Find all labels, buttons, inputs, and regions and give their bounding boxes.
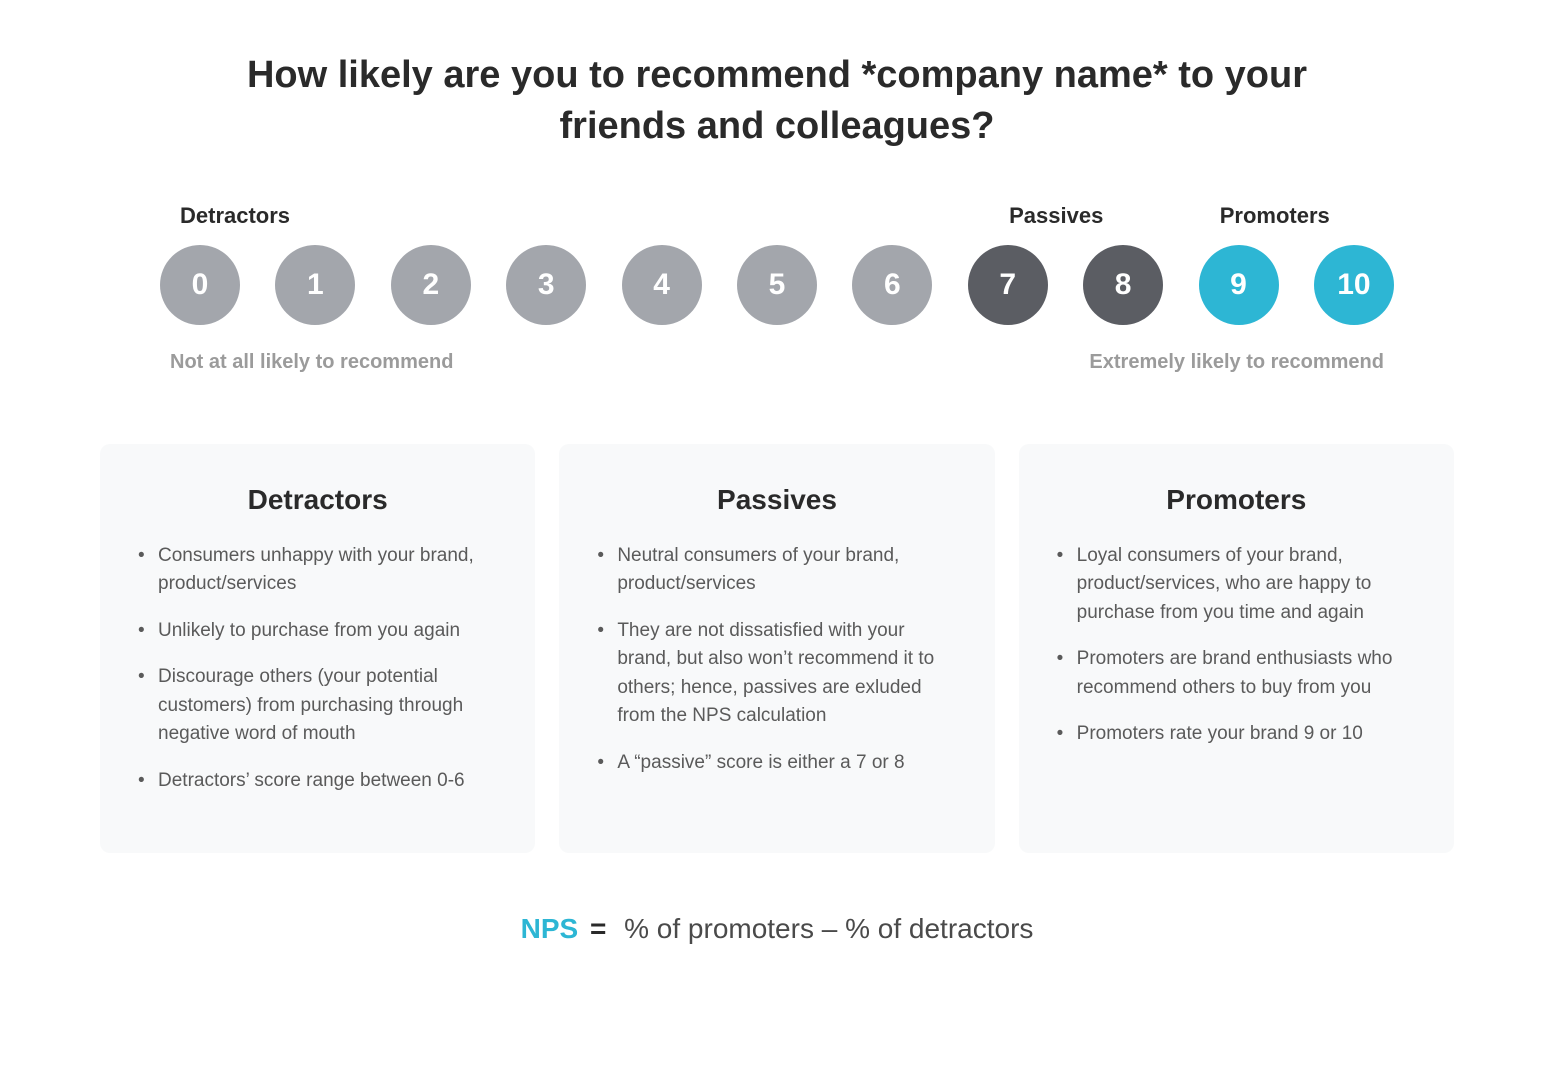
list-item: Unlikely to purchase from you again (136, 617, 499, 646)
card-detractors: Detractors Consumers unhappy with your b… (100, 444, 535, 854)
scale-circle-7[interactable]: 7 (968, 245, 1048, 325)
anchor-left: Not at all likely to recommend (170, 351, 453, 374)
scale-group-labels: Detractors Passives Promoters (160, 203, 1394, 229)
scale-circle-0[interactable]: 0 (160, 245, 240, 325)
list-item: Detractors’ score range between 0-6 (136, 767, 499, 796)
scale-circle-6[interactable]: 6 (852, 245, 932, 325)
card-promoters: Promoters Loyal consumers of your brand,… (1019, 444, 1454, 854)
label-detractors: Detractors (170, 203, 947, 229)
list-item: They are not dissatisfied with your bran… (595, 617, 958, 731)
card-detractors-title: Detractors (136, 484, 499, 516)
nps-scale: Detractors Passives Promoters 0123456789… (100, 203, 1454, 374)
card-passives: Passives Neutral consumers of your brand… (559, 444, 994, 854)
label-promoters: Promoters (1165, 203, 1384, 229)
anchor-right: Extremely likely to recommend (1089, 351, 1384, 374)
scale-circle-4[interactable]: 4 (622, 245, 702, 325)
card-passives-list: Neutral consumers of your brand, product… (595, 542, 958, 778)
list-item: A “passive” score is either a 7 or 8 (595, 749, 958, 778)
scale-circle-3[interactable]: 3 (506, 245, 586, 325)
list-item: Loyal consumers of your brand, product/s… (1055, 542, 1418, 628)
scale-circle-8[interactable]: 8 (1083, 245, 1163, 325)
page-title: How likely are you to recommend *company… (100, 50, 1454, 153)
cards-row: Detractors Consumers unhappy with your b… (100, 444, 1454, 854)
formula-nps-label: NPS (521, 913, 579, 944)
scale-anchors: Not at all likely to recommend Extremely… (160, 351, 1394, 374)
card-detractors-list: Consumers unhappy with your brand, produ… (136, 542, 499, 796)
card-passives-title: Passives (595, 484, 958, 516)
list-item: Consumers unhappy with your brand, produ… (136, 542, 499, 599)
scale-circle-1[interactable]: 1 (275, 245, 355, 325)
list-item: Discourage others (your potential custom… (136, 663, 499, 749)
list-item: Promoters are brand enthusiasts who reco… (1055, 645, 1418, 702)
scale-circle-9[interactable]: 9 (1199, 245, 1279, 325)
formula-equals: = (590, 913, 606, 944)
scale-circles-row: 0123456789 10 (160, 245, 1394, 325)
scale-circle-2[interactable]: 2 (391, 245, 471, 325)
nps-formula: NPS = % of promoters – % of detractors (100, 913, 1454, 945)
scale-circle-5[interactable]: 5 (737, 245, 817, 325)
label-passives: Passives (947, 203, 1166, 229)
list-item: Neutral consumers of your brand, product… (595, 542, 958, 599)
card-promoters-list: Loyal consumers of your brand, product/s… (1055, 542, 1418, 749)
scale-circle-10[interactable]: 10 (1314, 245, 1394, 325)
formula-body: % of promoters – % of detractors (624, 913, 1033, 944)
list-item: Promoters rate your brand 9 or 10 (1055, 720, 1418, 749)
card-promoters-title: Promoters (1055, 484, 1418, 516)
